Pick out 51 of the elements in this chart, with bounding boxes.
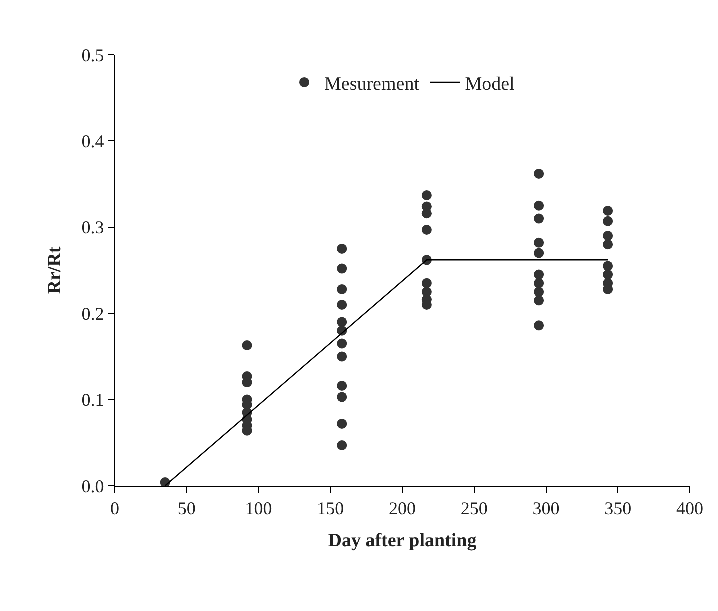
point (603, 240, 614, 250)
point (337, 338, 348, 349)
y-tick-label: 0.5 (82, 45, 104, 66)
point (422, 224, 432, 235)
point (422, 278, 432, 288)
point (603, 270, 614, 280)
point (337, 352, 348, 362)
point (337, 244, 348, 254)
point (534, 168, 544, 179)
x-axis-title: Day after planting (328, 530, 478, 552)
x-tick-label: 300 (532, 498, 560, 519)
point (603, 216, 614, 226)
legend-label: Mesurement (324, 74, 420, 95)
y-tick-label: 0.3 (82, 218, 104, 238)
point (337, 440, 348, 450)
point (337, 264, 348, 274)
x-tick-label: 0 (110, 498, 120, 519)
x-tick-label: 200 (389, 498, 416, 519)
y-tick-label: 0.1 (82, 390, 104, 410)
point (337, 418, 348, 429)
point (534, 270, 544, 280)
point (422, 190, 432, 201)
point (534, 248, 544, 258)
y-tick-label: 0.2 (82, 304, 104, 324)
legend-label: Model (465, 74, 515, 95)
point (534, 296, 544, 306)
point (534, 238, 544, 248)
x-tick-label: 400 (676, 498, 704, 519)
point (337, 381, 348, 392)
y-tick-label: 0.0 (82, 476, 104, 496)
x-tick-label: 250 (460, 498, 488, 519)
point (337, 300, 348, 310)
point (337, 317, 348, 328)
point (603, 261, 614, 272)
point (603, 231, 614, 242)
point (534, 320, 544, 331)
point (337, 392, 348, 402)
y-axis-title: Rr/Rt (44, 246, 66, 294)
y-tick-label: 0.4 (82, 132, 104, 152)
x-tick-label: 50 (178, 498, 196, 519)
x-tick-label: 150 (317, 498, 344, 519)
point (534, 278, 544, 288)
x-tick-label: 350 (604, 498, 632, 519)
point (422, 208, 432, 219)
x-tick-label: 100 (245, 498, 272, 519)
point (534, 200, 544, 211)
point (534, 287, 544, 298)
point (337, 284, 348, 294)
point (242, 340, 252, 350)
point (534, 214, 544, 224)
point (603, 206, 614, 216)
